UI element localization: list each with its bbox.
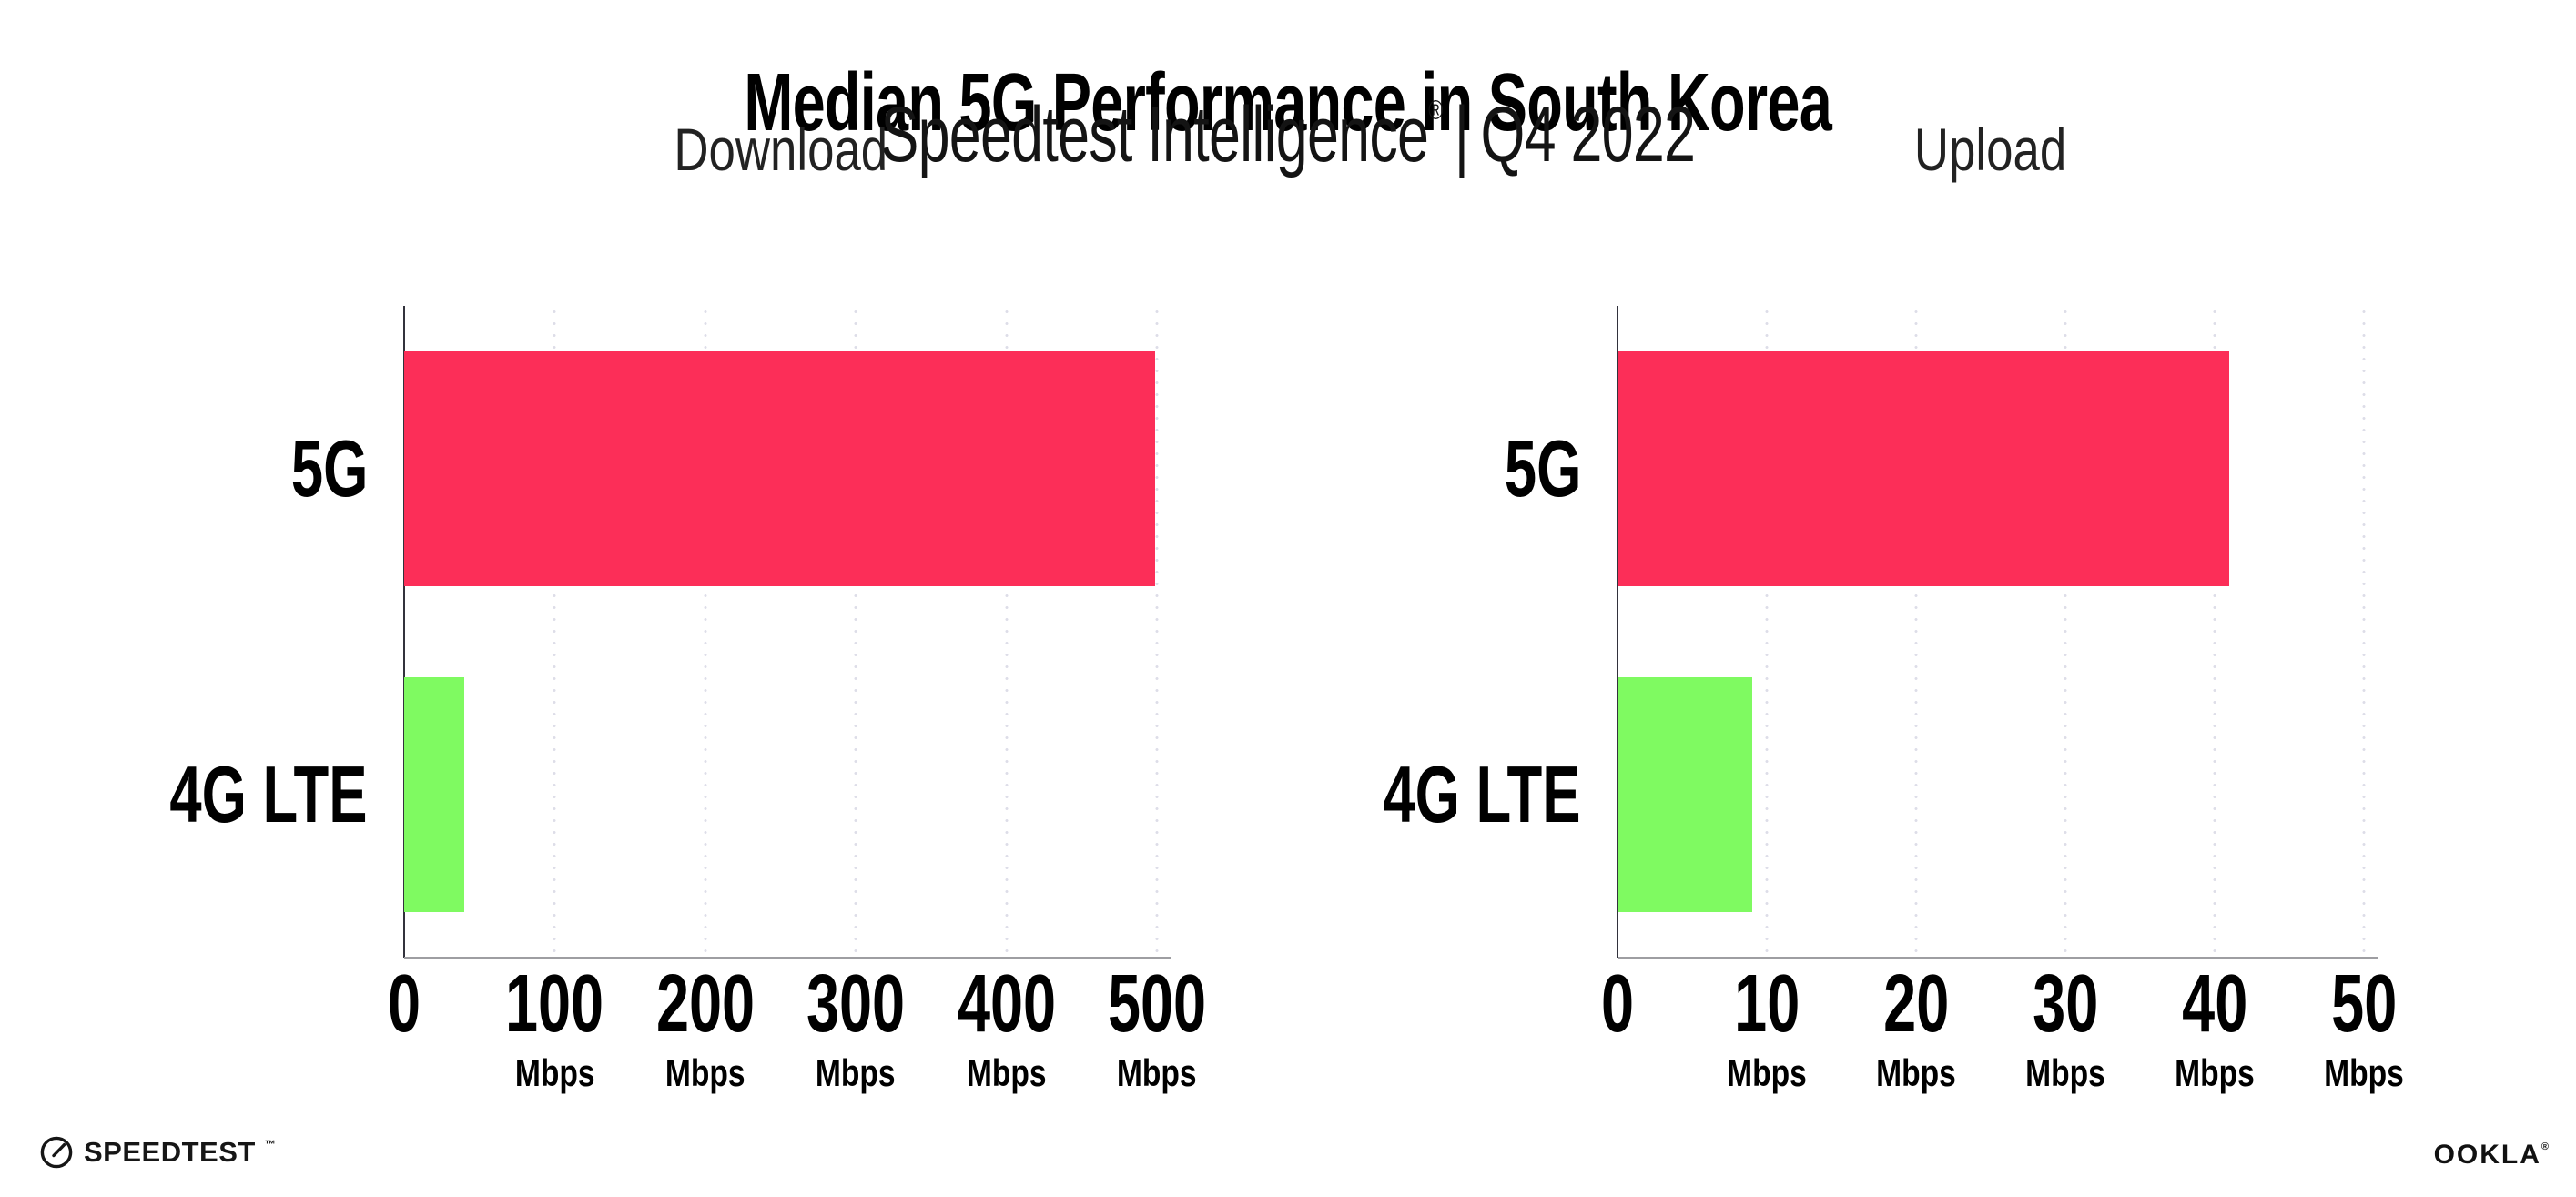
x-tick-0: 0 — [387, 959, 421, 1050]
speedtest-logo: SPEEDTEST ™ — [38, 1134, 276, 1171]
ookla-registered-mark: ® — [2541, 1141, 2549, 1152]
speedtest-gauge-icon — [40, 1136, 73, 1169]
x-tick-500: 500 Mbps — [1107, 959, 1207, 1094]
trademark-mark: ™ — [264, 1138, 276, 1151]
upload-chart-title: Upload — [1914, 116, 2067, 183]
x-tick-10: 10 Mbps — [1727, 959, 1807, 1094]
subtitle-period: Q4 2022 — [1480, 91, 1696, 178]
gridline-100 — [553, 306, 556, 958]
x-tick-30: 30 Mbps — [2025, 959, 2105, 1094]
download-y-axis-line — [403, 306, 405, 958]
category-label-4g-lte: 4G LTE — [169, 749, 368, 839]
ookla-wordmark: OOKLA — [2433, 1140, 2541, 1170]
upload-y-axis-line — [1617, 306, 1618, 958]
gridline-30 — [2064, 306, 2067, 958]
category-label-5g: 5G — [290, 423, 368, 513]
x-tick-0: 0 — [1600, 959, 1635, 1050]
bar-5g — [404, 351, 1156, 586]
x-tick-50: 50 Mbps — [2324, 959, 2404, 1094]
bar-4g-lte — [1618, 677, 1752, 912]
gridline-20 — [1914, 306, 1918, 958]
page-subtitle: Speedtest Intelligence® | Q4 2022 — [0, 96, 2576, 174]
x-tick-40: 40 Mbps — [2175, 959, 2255, 1094]
download-plot-area — [403, 306, 1171, 959]
upload-x-axis-line — [1618, 957, 2378, 959]
x-tick-300: 300 Mbps — [806, 959, 906, 1094]
bar-4g-lte — [404, 677, 465, 912]
x-tick-400: 400 Mbps — [957, 959, 1056, 1094]
registered-mark: ® — [1428, 96, 1443, 126]
bar-5g — [1618, 351, 2230, 586]
gridline-50 — [2362, 306, 2366, 958]
speedtest-wordmark: SPEEDTEST — [84, 1136, 256, 1168]
x-tick-100: 100 Mbps — [505, 959, 604, 1094]
download-chart-title: Download — [674, 116, 887, 183]
ookla-logo: OOKLA ® — [2434, 1140, 2549, 1171]
page-title: Median 5G Performance in South Korea — [744, 57, 1832, 149]
subtitle-divider: | — [1454, 91, 1469, 178]
x-tick-200: 200 Mbps — [655, 959, 755, 1094]
category-label-4g-lte: 4G LTE — [1383, 749, 1581, 839]
download-x-axis-line — [404, 957, 1171, 959]
gridline-40 — [2213, 306, 2216, 958]
gridline-300 — [854, 306, 857, 958]
gridline-10 — [1765, 306, 1769, 958]
category-label-5g: 5G — [1504, 423, 1581, 513]
upload-plot-area — [1617, 306, 2378, 959]
subtitle-brand: Speedtest Intelligence — [880, 91, 1429, 178]
gridline-500 — [1155, 306, 1159, 958]
gridline-400 — [1005, 306, 1009, 958]
gridline-200 — [704, 306, 707, 958]
x-tick-20: 20 Mbps — [1876, 959, 1956, 1094]
